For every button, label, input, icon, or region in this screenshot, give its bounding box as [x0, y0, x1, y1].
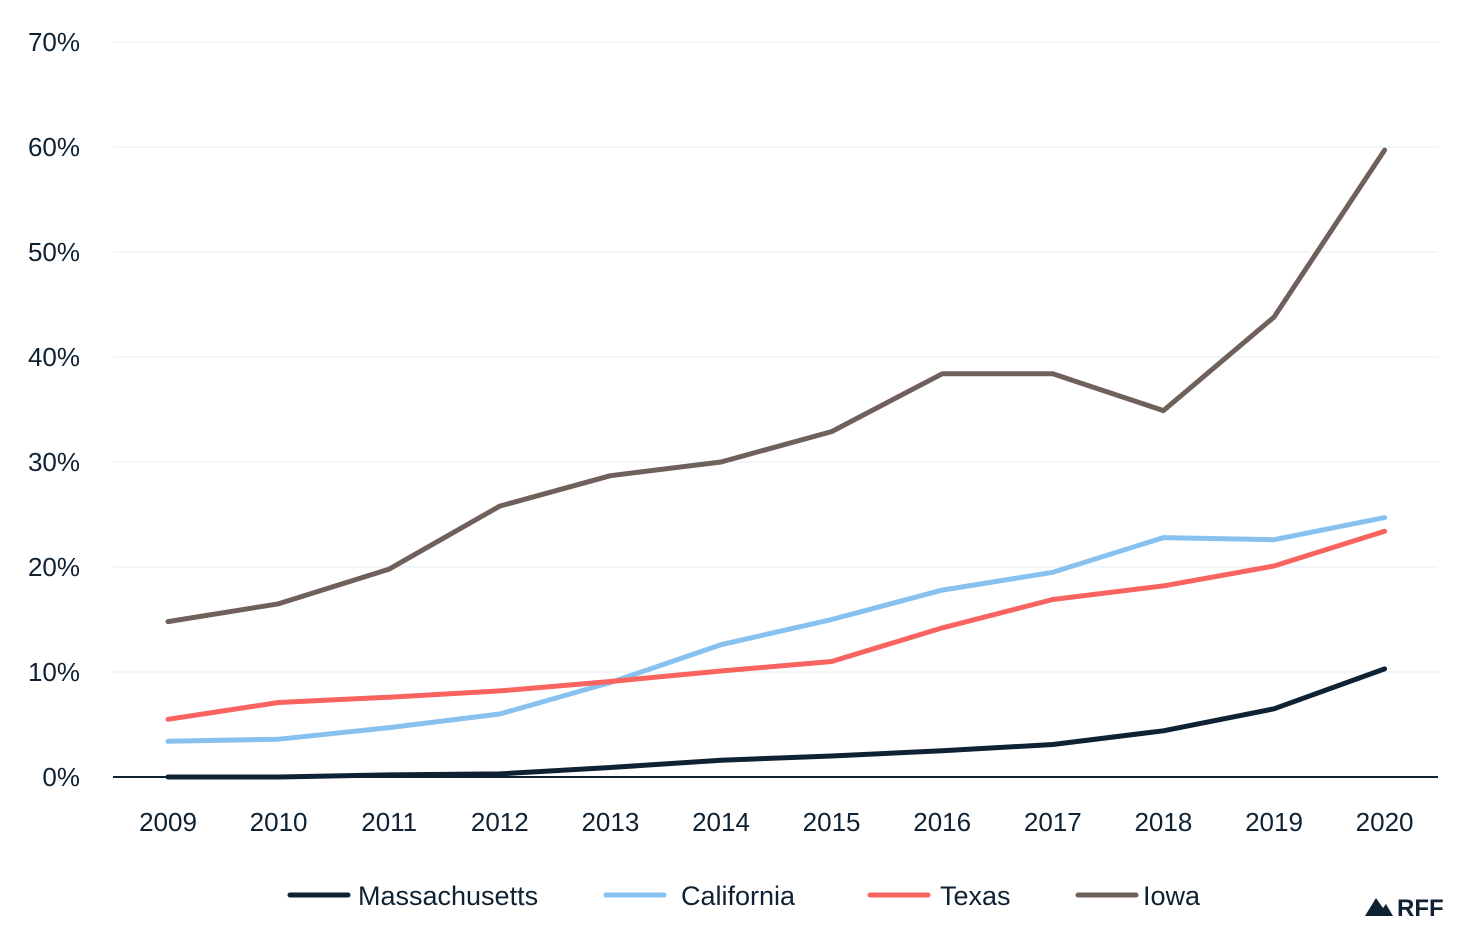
x-tick-label: 2020 — [1356, 807, 1414, 837]
y-tick-label: 0% — [42, 762, 80, 792]
gridlines — [113, 41, 1438, 673]
y-tick-label: 60% — [28, 132, 80, 162]
x-axis-tick-labels: 2009 2010 2011 2012 2013 2014 2015 2016 2017 2018… — [139, 807, 1413, 837]
series-line-iowa — [165, 147, 1388, 625]
series-line-texas — [165, 528, 1388, 722]
x-tick-label: 2011 — [361, 807, 417, 837]
y-tick-label: 30% — [28, 447, 80, 477]
logo-text: RFF — [1397, 895, 1444, 922]
legend-label-iowa: Iowa — [1143, 881, 1201, 911]
x-tick-label: 2012 — [471, 807, 529, 837]
y-tick-label: 10% — [28, 657, 80, 687]
series-line-california — [165, 515, 1388, 744]
y-tick-label: 40% — [28, 342, 80, 372]
x-tick-label: 2014 — [692, 807, 750, 837]
x-tick-label: 2009 — [139, 807, 197, 837]
legend-label-california: California — [681, 881, 796, 911]
x-tick-label: 2016 — [913, 807, 971, 837]
legend: Massachusetts California Texas Iowa — [287, 881, 1201, 911]
legend-label-texas: Texas — [940, 881, 1011, 911]
x-tick-label: 2019 — [1245, 807, 1303, 837]
series-line-massachusetts — [165, 666, 1388, 780]
x-tick-label: 2015 — [803, 807, 861, 837]
legend-label-massachusetts: Massachusetts — [358, 881, 538, 911]
y-tick-label: 20% — [28, 552, 80, 582]
series-lines — [165, 147, 1388, 780]
y-tick-label: 70% — [28, 27, 80, 57]
y-tick-label: 50% — [28, 237, 80, 267]
x-tick-label: 2018 — [1134, 807, 1192, 837]
y-axis-tick-labels: 0% 10% 20% 30% 40% 50% 60% 70% — [28, 27, 80, 792]
x-tick-label: 2013 — [581, 807, 639, 837]
rff-logo: RFF — [1365, 895, 1444, 922]
mountain-icon — [1365, 898, 1393, 916]
x-tick-label: 2010 — [250, 807, 308, 837]
x-tick-label: 2017 — [1024, 807, 1082, 837]
